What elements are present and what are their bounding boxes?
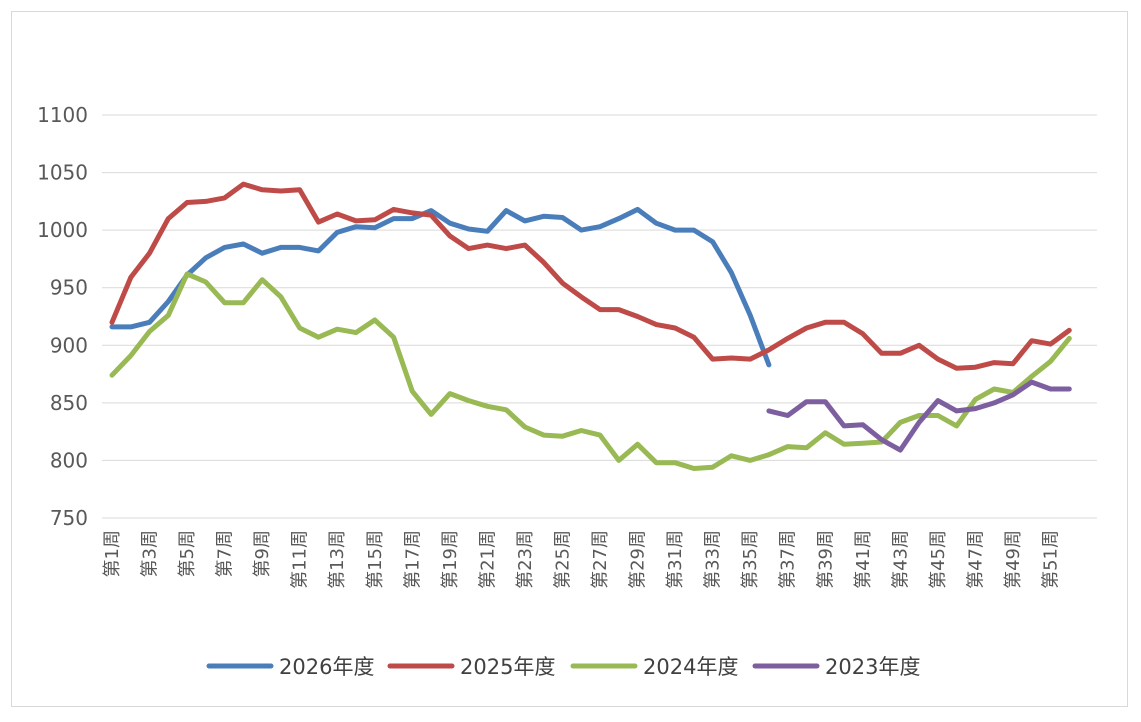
x-tick-label: 第15周 [365, 530, 386, 589]
x-tick-label: 第45周 [928, 530, 949, 589]
x-tick-label: 第31周 [665, 530, 686, 589]
x-tick-label: 第37周 [778, 530, 799, 589]
y-tick-label: 1000 [37, 218, 88, 242]
x-tick-label: 第5周 [177, 530, 198, 577]
x-tick-label: 第11周 [290, 530, 311, 589]
gridlines [102, 114, 1097, 519]
x-tick-label: 第39周 [815, 530, 836, 589]
x-tick-label: 第25周 [552, 530, 573, 589]
x-tick-label: 第7周 [215, 530, 236, 577]
legend-label: 2025年度 [460, 655, 555, 679]
x-tick-label: 第3周 [140, 530, 161, 577]
legend-label: 2023年度 [825, 655, 920, 679]
series-line-2026年度 [109, 206, 772, 368]
y-tick-label: 1050 [37, 161, 88, 185]
x-tick-label: 第13周 [327, 530, 348, 589]
x-tick-label: 第23周 [515, 530, 536, 589]
x-tick-label: 第49周 [1003, 530, 1024, 589]
x-tick-label: 第51周 [1041, 530, 1062, 589]
x-tick-label: 第35周 [740, 530, 761, 589]
y-tick-label: 750 [50, 506, 88, 530]
series-line-2024年度 [109, 271, 1072, 471]
y-axis-ticks: 750 800 850 900 950 1000 1050 1100 [37, 103, 88, 530]
x-tick-label: 第19周 [440, 530, 461, 589]
y-tick-label: 850 [50, 391, 88, 415]
legend-label: 2024年度 [643, 655, 738, 679]
x-tick-label: 第47周 [965, 530, 986, 589]
y-tick-label: 950 [50, 276, 88, 300]
x-tick-label: 第21周 [477, 530, 498, 589]
y-tick-label: 1100 [37, 103, 88, 127]
x-tick-label: 第29周 [628, 530, 649, 589]
x-tick-label: 第33周 [703, 530, 724, 589]
x-tick-label: 第9周 [252, 530, 273, 577]
series-line-2023年度 [766, 379, 1072, 453]
x-axis: 第1周 第3周 第5周 第7周 第9周 第11周 第13周 第15周 第17周 第19周 第21周第… [102, 517, 1097, 589]
x-tick-label: 第43周 [890, 530, 911, 589]
series-lines [109, 181, 1072, 471]
y-tick-label: 800 [50, 448, 88, 472]
x-tick-label: 第17周 [402, 530, 423, 589]
legend-label: 2026年度 [279, 655, 374, 679]
y-tick-label: 900 [50, 333, 88, 357]
x-tick-label: 第41周 [853, 530, 874, 589]
x-tick-label: 第1周 [102, 530, 123, 577]
series-line-2025年度 [109, 181, 1072, 371]
x-tick-label: 第27周 [590, 530, 611, 589]
legend: 2026年度 2025年度 2024年度 2023年度 [206, 655, 920, 679]
